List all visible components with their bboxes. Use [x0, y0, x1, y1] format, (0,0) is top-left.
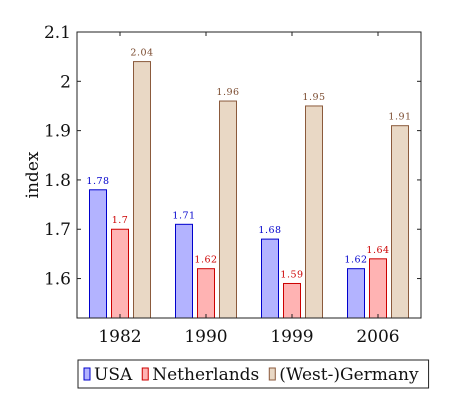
- data-label: 1.78: [86, 176, 109, 187]
- y-tick-label: 1.6: [44, 270, 71, 290]
- legend-swatch: [268, 367, 276, 381]
- data-label: 1.7: [112, 215, 129, 226]
- data-labels-layer: 1.781.72.041.711.621.961.681.591.951.621…: [86, 48, 411, 281]
- x-tick-label: 1999: [270, 327, 313, 347]
- legend-label: Netherlands: [152, 365, 259, 385]
- bar: [305, 105, 323, 319]
- data-label: 1.96: [216, 87, 239, 98]
- data-label: 1.91: [388, 112, 411, 123]
- data-label: 2.04: [130, 48, 153, 59]
- bar: [133, 61, 151, 319]
- y-axis-label: index: [23, 151, 43, 198]
- data-label: 1.71: [172, 210, 195, 221]
- bar: [391, 125, 409, 319]
- y-tick-label: 2.1: [44, 23, 71, 43]
- bar: [219, 100, 237, 319]
- bar: [175, 223, 193, 319]
- data-label: 1.68: [258, 225, 281, 236]
- data-label: 1.95: [302, 92, 325, 103]
- bar: [111, 228, 129, 319]
- data-label: 1.59: [280, 269, 303, 280]
- bars-layer: [89, 61, 409, 319]
- bar: [197, 268, 215, 319]
- y-tick-label: 1.8: [44, 171, 71, 191]
- x-tick-label: 1982: [98, 327, 141, 347]
- x-tick-label: 1990: [184, 327, 227, 347]
- bar: [283, 282, 301, 319]
- bar: [261, 238, 279, 319]
- bar: [347, 268, 365, 319]
- legend-label: USA: [94, 365, 133, 385]
- legend-swatch: [141, 367, 149, 381]
- legend-swatch: [83, 367, 91, 381]
- bar: [89, 189, 107, 319]
- x-tick-label: 2006: [356, 327, 399, 347]
- bar: [369, 258, 387, 319]
- legend-label: (West-)Germany: [279, 365, 419, 385]
- axis-layer: 1.6 1.7 1.8 1.9 2 2.1 1982 1990 1999 2006: [44, 23, 421, 347]
- y-tick-label: 1.7: [44, 220, 71, 240]
- y-tick-label: 2: [60, 72, 71, 92]
- data-label: 1.64: [366, 245, 389, 256]
- y-tick-label: 1.9: [44, 122, 71, 142]
- data-label: 1.62: [194, 255, 217, 266]
- data-label: 1.62: [344, 255, 367, 266]
- legend: USA Netherlands (West-)Germany: [77, 359, 430, 389]
- legend-frame: [77, 359, 430, 389]
- plot-frame: [76, 31, 422, 319]
